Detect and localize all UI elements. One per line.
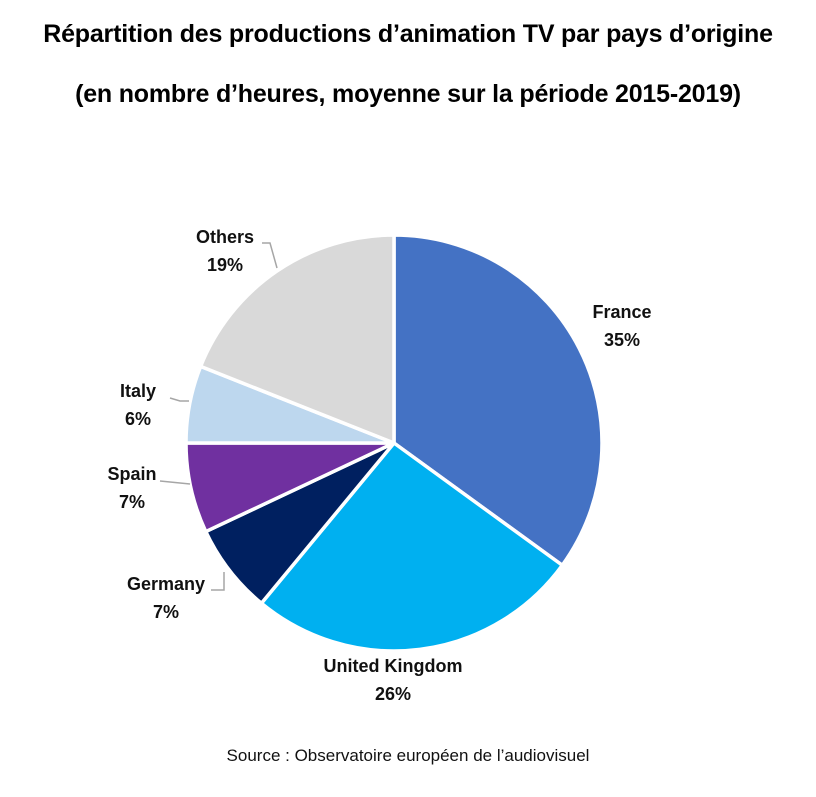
slice-label-france: France <box>592 302 651 322</box>
slice-value-label-united-kingdom: 26% <box>375 684 411 704</box>
slice-value-label-italy: 6% <box>125 409 151 429</box>
slice-value-label-france: 35% <box>604 330 640 350</box>
leader-line-germany <box>211 572 225 591</box>
pie-slice-united-kingdom <box>259 441 565 653</box>
slice-value-label-germany: 7% <box>153 602 179 622</box>
slice-label-spain: Spain <box>107 464 156 484</box>
leader-line-italy <box>169 397 189 402</box>
slice-label-italy: Italy <box>120 381 156 401</box>
pie-slice-france <box>392 233 604 568</box>
slice-value-label-spain: 7% <box>119 492 145 512</box>
leader-line-spain <box>159 480 191 485</box>
slice-label-others: Others <box>196 227 254 247</box>
pie-slice-others <box>198 233 396 445</box>
slice-label-germany: Germany <box>127 574 205 594</box>
slice-label-united-kingdom: United Kingdom <box>324 656 463 676</box>
chart-subtitle: (en nombre d’heures, moyenne sur la péri… <box>75 80 741 108</box>
leader-line-others <box>262 242 278 269</box>
chart-source: Source : Observatoire européen de l’audi… <box>226 746 590 765</box>
slice-value-label-others: 19% <box>207 255 243 275</box>
chart-title: Répartition des productions d’animation … <box>43 20 773 48</box>
